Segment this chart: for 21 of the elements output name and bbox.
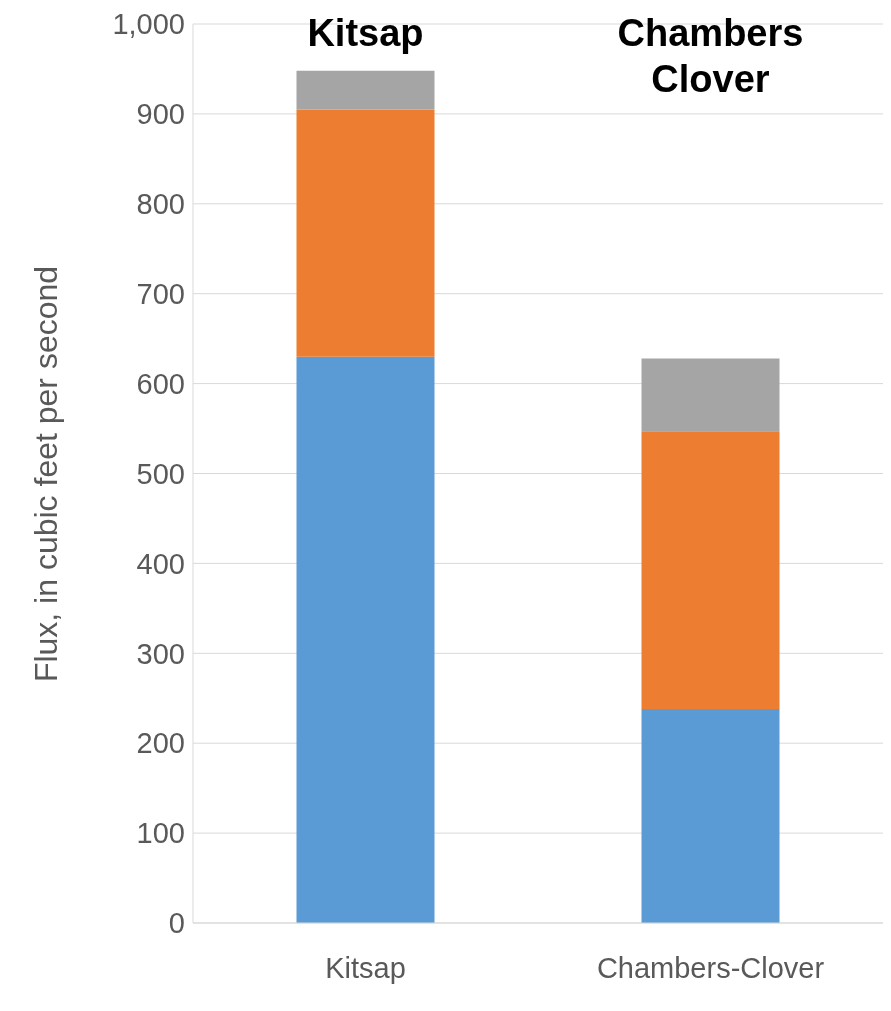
y-tick-label: 800	[136, 188, 185, 221]
y-tick-label: 100	[136, 817, 185, 850]
y-tick-label: 500	[136, 457, 185, 490]
y-tick-label: 400	[136, 547, 185, 580]
annotation: Chambers Clover	[616, 11, 805, 102]
bar	[296, 109, 435, 357]
y-tick-label: 0	[168, 907, 185, 940]
bar	[641, 431, 780, 710]
bar	[641, 709, 780, 923]
x-tick-label: Chambers-Clover	[596, 951, 825, 984]
y-tick-label: 700	[136, 278, 185, 310]
y-tick-label: 200	[136, 727, 185, 760]
bar	[641, 358, 780, 432]
y-axis-title: Flux, in cubic feet per second	[27, 265, 65, 682]
y-tick-label: 300	[136, 637, 185, 670]
y-tick-label: 600	[136, 367, 185, 400]
bar	[296, 70, 435, 110]
annotation: Kitsap	[306, 11, 425, 56]
y-tick-label: 1,000	[112, 8, 185, 41]
bar	[296, 356, 435, 923]
y-tick-label: 900	[136, 98, 185, 131]
